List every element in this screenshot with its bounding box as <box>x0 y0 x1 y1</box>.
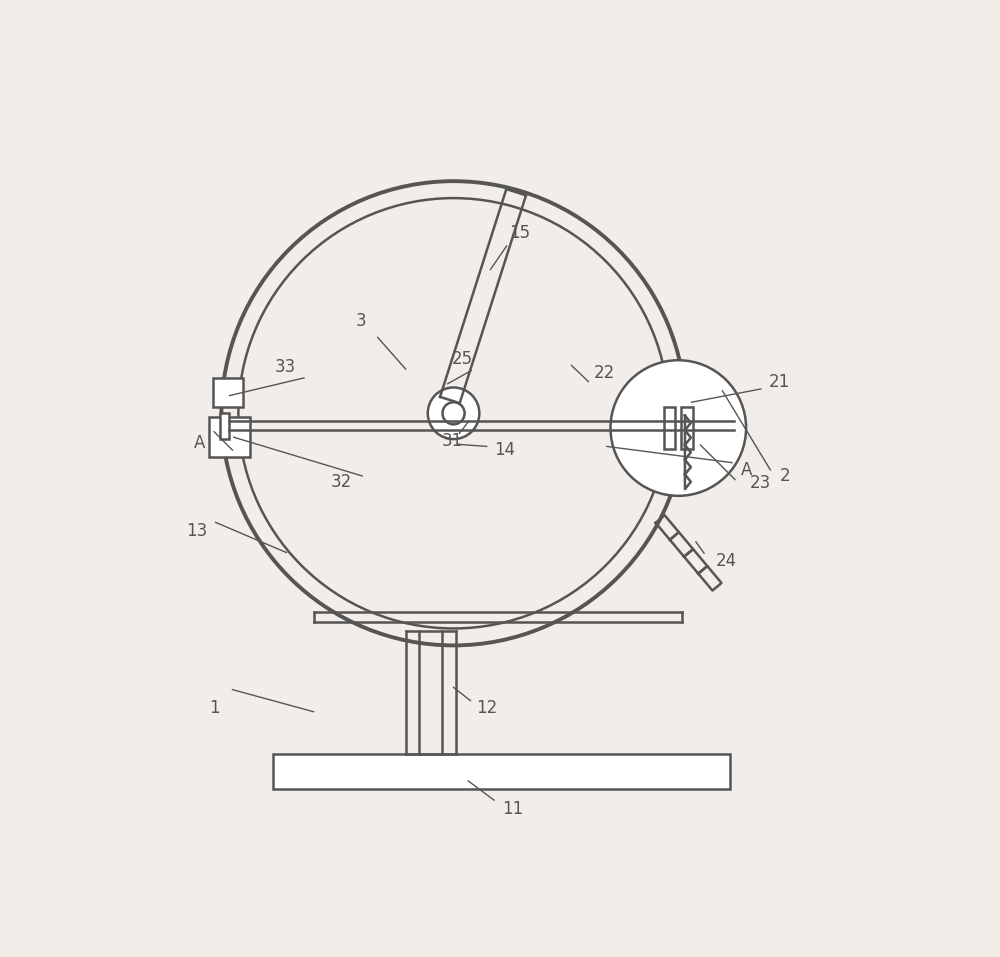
Text: 32: 32 <box>331 473 352 491</box>
Bar <box>209 417 250 457</box>
Bar <box>664 407 675 450</box>
Text: 23: 23 <box>750 475 771 492</box>
Text: 31: 31 <box>441 432 463 450</box>
Text: 3: 3 <box>356 312 367 330</box>
Circle shape <box>428 388 479 439</box>
Bar <box>273 754 730 790</box>
Text: 1: 1 <box>209 699 219 717</box>
Text: 24: 24 <box>716 551 737 569</box>
Text: 11: 11 <box>502 800 523 818</box>
Text: 21: 21 <box>769 372 790 390</box>
Bar <box>681 407 693 450</box>
Bar <box>213 378 243 408</box>
Text: 12: 12 <box>476 699 497 717</box>
Text: 14: 14 <box>495 441 516 459</box>
Text: A: A <box>194 434 205 452</box>
Bar <box>220 412 229 439</box>
Text: 15: 15 <box>509 224 530 242</box>
Text: 33: 33 <box>275 358 296 376</box>
Circle shape <box>611 360 746 496</box>
Text: 25: 25 <box>452 350 473 368</box>
Text: A: A <box>741 461 753 479</box>
Text: 2: 2 <box>780 467 790 485</box>
Circle shape <box>442 402 465 424</box>
Text: 22: 22 <box>594 364 615 382</box>
Text: 13: 13 <box>186 523 208 540</box>
